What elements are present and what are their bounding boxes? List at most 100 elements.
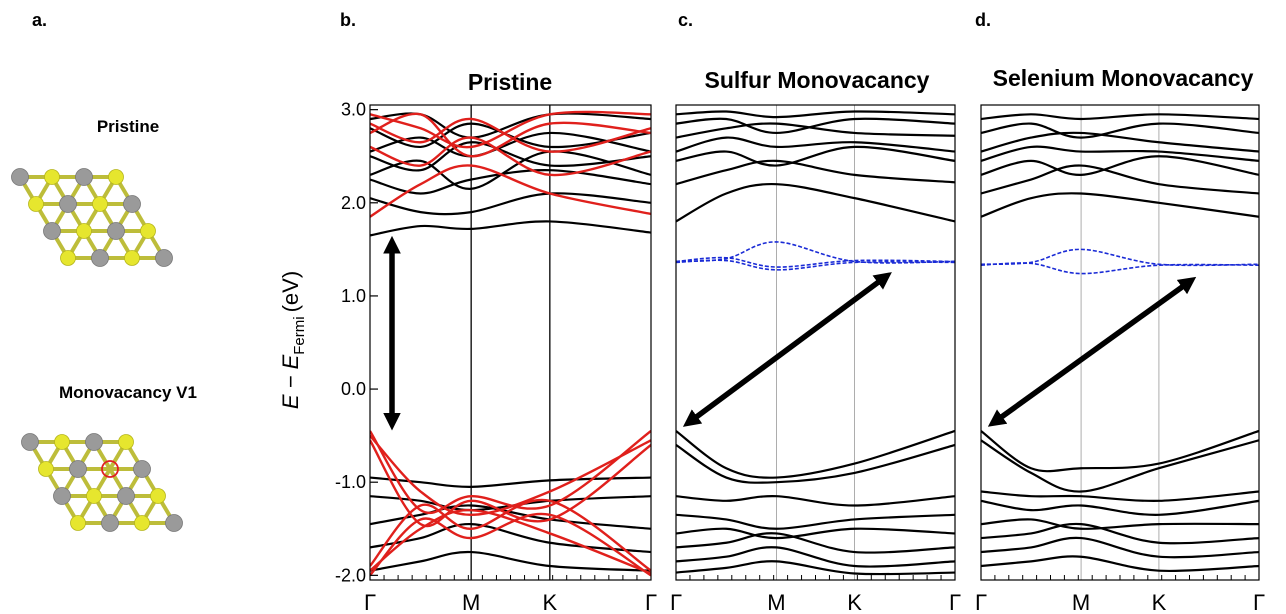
highlight-conduction-band xyxy=(370,117,651,153)
panel-d-title: Selenium Monovacancy xyxy=(993,65,1254,91)
chalcogen-atom xyxy=(54,434,70,450)
structure-title-pristine: Pristine xyxy=(97,117,159,136)
y-tick-label: 0.0 xyxy=(341,379,366,399)
metal-atom xyxy=(155,249,173,267)
highlight-conduction-band xyxy=(370,112,651,158)
defect-band xyxy=(676,256,955,268)
highlight-valence-band xyxy=(370,512,651,577)
chalcogen-atom xyxy=(150,488,166,504)
chalcogen-atom xyxy=(60,250,76,266)
kpoint-label: M xyxy=(767,590,785,614)
defect-band xyxy=(981,262,1259,275)
valence-band xyxy=(676,429,955,479)
panel-letter-c: c. xyxy=(678,10,693,30)
valence-band xyxy=(981,499,1259,516)
panel-c-sulfur: Sulfur Monovacancy Γ M K Γ xyxy=(670,67,961,614)
metal-atom xyxy=(165,514,183,532)
metal-atom xyxy=(21,433,39,451)
defect-band xyxy=(981,248,1259,267)
highlight-conduction-band xyxy=(370,164,651,218)
highlight-conduction-band xyxy=(370,110,651,149)
metal-atom xyxy=(117,487,135,505)
chalcogen-atom xyxy=(140,223,156,239)
panel-letter-a: a. xyxy=(32,10,47,30)
y-axis-label-suffix: (eV) xyxy=(278,271,303,313)
kpoint-label: Γ xyxy=(949,590,961,614)
valence-band xyxy=(676,546,955,568)
conduction-band xyxy=(676,136,955,153)
kpoint-label: Γ xyxy=(645,590,657,614)
panel-letter-b: b. xyxy=(340,10,356,30)
valence-band xyxy=(676,527,955,540)
panel-1-bands xyxy=(676,110,955,576)
panel-c-title: Sulfur Monovacancy xyxy=(705,67,930,93)
y-axis-label-prefix: E − E xyxy=(278,354,303,409)
y-axis-label: E − EFermi (eV) xyxy=(278,271,308,409)
conduction-band xyxy=(981,145,1259,162)
kpoint-label: Γ xyxy=(1253,590,1265,614)
pristine-lattice-illustration xyxy=(11,168,173,267)
conduction-band xyxy=(676,110,955,119)
chalcogen-atom xyxy=(124,250,140,266)
valence-band xyxy=(676,532,955,554)
defect-band xyxy=(676,241,955,264)
valence-band xyxy=(981,439,1259,493)
valence-band xyxy=(676,443,955,484)
metal-atom xyxy=(107,222,125,240)
chalcogen-atom xyxy=(76,223,92,239)
metal-atom xyxy=(59,195,77,213)
valence-band xyxy=(981,518,1259,530)
valence-band xyxy=(981,555,1259,573)
conduction-band xyxy=(981,155,1259,176)
kpoint-label: M xyxy=(462,590,480,614)
conduction-band xyxy=(676,159,955,186)
kpoint-label: Γ xyxy=(975,590,987,614)
y-axis-label-subscript: Fermi xyxy=(291,316,308,354)
defect-band xyxy=(676,259,955,271)
conduction-band xyxy=(370,192,651,216)
kpoint-label: Γ xyxy=(670,590,682,614)
conduction-band xyxy=(981,122,1259,139)
conduction-band xyxy=(981,113,1259,121)
structure-title-vacancy: Monovacancy V1 xyxy=(59,383,197,402)
conduction-band xyxy=(981,131,1259,153)
metal-atom xyxy=(43,222,61,240)
chalcogen-atom xyxy=(28,196,44,212)
panel-2-bands xyxy=(981,113,1259,573)
highlight-valence-band xyxy=(370,434,651,517)
chalcogen-atom xyxy=(92,196,108,212)
conduction-band xyxy=(370,220,651,237)
y-tick-label: 2.0 xyxy=(341,193,366,213)
valence-band xyxy=(981,522,1259,545)
y-tick-label: -1.0 xyxy=(335,472,366,492)
valence-band xyxy=(370,504,651,530)
valence-band xyxy=(676,560,955,576)
y-tick-label: 1.0 xyxy=(341,286,366,306)
kpoint-label: K xyxy=(847,590,862,614)
panel-1-frame xyxy=(675,104,956,581)
metal-atom xyxy=(53,487,71,505)
panel-d-selenium: Selenium Monovacancy Γ M K Γ xyxy=(975,65,1265,614)
valence-band xyxy=(370,550,651,572)
metal-atom xyxy=(11,168,29,186)
metal-atom xyxy=(123,195,141,213)
metal-atom xyxy=(85,433,103,451)
chalcogen-atom xyxy=(118,434,134,450)
conduction-band xyxy=(676,122,955,139)
highlight-valence-band xyxy=(370,439,651,528)
y-tick-label: -2.0 xyxy=(335,565,366,585)
valence-band xyxy=(981,490,1259,503)
metal-atom xyxy=(133,460,151,478)
conduction-band xyxy=(981,192,1259,218)
panel-0-bands xyxy=(370,110,651,577)
valence-band xyxy=(981,429,1259,473)
metal-atom xyxy=(75,168,93,186)
vacancy-marker xyxy=(101,460,119,478)
valence-band xyxy=(981,536,1259,559)
band-gap-arrow xyxy=(682,272,892,427)
conduction-band xyxy=(676,117,955,135)
metal-atom xyxy=(91,249,109,267)
band-gap-arrow xyxy=(987,276,1197,427)
chalcogen-atom xyxy=(108,169,124,185)
conduction-band xyxy=(370,150,651,190)
